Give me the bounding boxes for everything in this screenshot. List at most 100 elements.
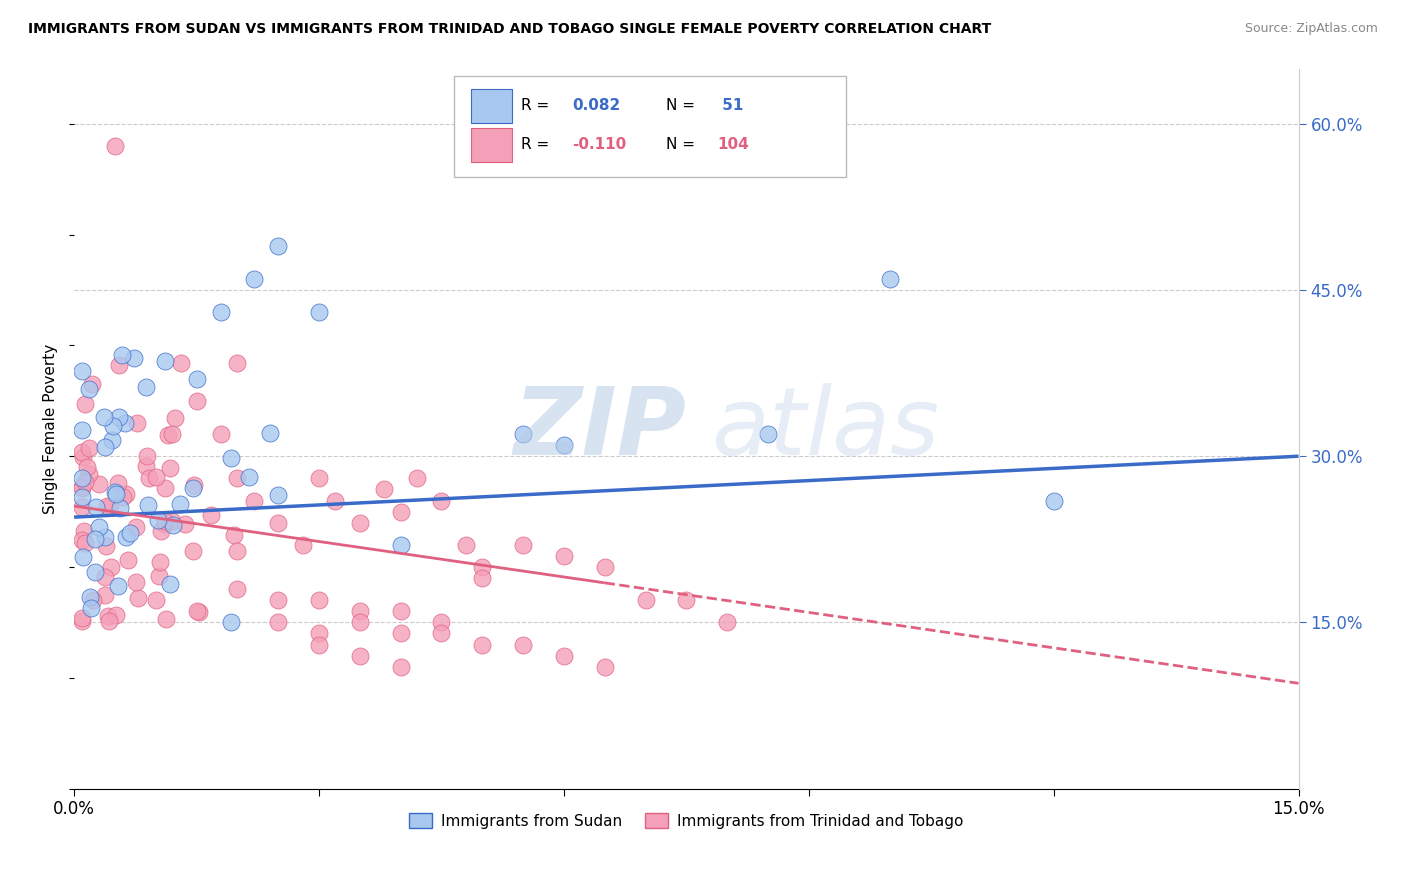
Point <box>72 550 94 565</box>
Point <box>72 364 94 378</box>
Point <box>124 575 146 590</box>
Point <box>430 493 453 508</box>
Point <box>111 490 134 504</box>
Point <box>160 427 183 442</box>
Point <box>72 490 94 504</box>
Point <box>163 411 186 425</box>
Point <box>267 593 290 607</box>
Point <box>135 380 157 394</box>
Point <box>879 272 901 286</box>
Point <box>181 544 204 558</box>
Point <box>135 459 157 474</box>
Point <box>117 553 139 567</box>
Point <box>72 500 94 514</box>
Point <box>159 461 181 475</box>
Text: -0.110: -0.110 <box>572 137 627 153</box>
Point <box>98 499 121 513</box>
Text: atlas: atlas <box>711 383 939 474</box>
Point <box>77 467 100 482</box>
Point <box>94 440 117 454</box>
Point <box>100 560 122 574</box>
Point <box>267 239 290 253</box>
Point <box>181 481 204 495</box>
Point <box>103 418 125 433</box>
Point <box>308 638 330 652</box>
Point <box>349 516 371 530</box>
FancyBboxPatch shape <box>471 88 512 123</box>
Point <box>125 416 148 430</box>
Point <box>84 532 107 546</box>
Point <box>115 487 138 501</box>
Point <box>89 477 111 491</box>
Point <box>97 609 120 624</box>
Point <box>72 444 94 458</box>
Point <box>259 426 281 441</box>
Point <box>108 501 131 516</box>
Point <box>148 568 170 582</box>
Point <box>225 544 247 558</box>
Point <box>72 470 94 484</box>
Point <box>73 475 96 490</box>
Text: IMMIGRANTS FROM SUDAN VS IMMIGRANTS FROM TRINIDAD AND TOBAGO SINGLE FEMALE POVER: IMMIGRANTS FROM SUDAN VS IMMIGRANTS FROM… <box>28 22 991 37</box>
Point <box>72 423 94 437</box>
Point <box>349 648 371 663</box>
Point <box>104 484 127 499</box>
Point <box>83 566 105 580</box>
Point <box>634 593 657 607</box>
Point <box>209 305 232 319</box>
Point <box>93 588 115 602</box>
Point <box>84 500 107 515</box>
Point <box>512 427 534 442</box>
Point <box>242 493 264 508</box>
Point <box>226 356 249 370</box>
Text: N =: N = <box>665 137 699 153</box>
Y-axis label: Single Female Poverty: Single Female Poverty <box>44 343 58 514</box>
Point <box>153 353 176 368</box>
Point <box>454 538 477 552</box>
Point <box>222 528 245 542</box>
Point <box>145 470 167 484</box>
Point <box>238 470 260 484</box>
Point <box>512 538 534 552</box>
Point <box>219 451 242 466</box>
Point <box>157 428 180 442</box>
Point <box>162 517 184 532</box>
Point <box>512 638 534 652</box>
Point <box>471 571 494 585</box>
Point <box>150 524 173 539</box>
Point <box>72 450 94 465</box>
Point <box>593 659 616 673</box>
Point <box>73 524 96 538</box>
Point <box>108 410 131 425</box>
Point <box>114 416 136 430</box>
Text: N =: N = <box>665 98 699 113</box>
Text: ZIP: ZIP <box>513 383 686 475</box>
Point <box>187 605 209 619</box>
Point <box>104 139 127 153</box>
Point <box>267 615 290 630</box>
Point <box>105 487 128 501</box>
Point <box>406 471 429 485</box>
Point <box>183 478 205 492</box>
Point <box>72 614 94 628</box>
Point <box>308 471 330 485</box>
Text: R =: R = <box>522 98 554 113</box>
Point <box>323 493 346 508</box>
Point <box>756 427 779 442</box>
Point <box>73 397 96 411</box>
Point <box>118 525 141 540</box>
FancyBboxPatch shape <box>454 76 845 177</box>
Point <box>72 533 94 548</box>
Point <box>308 593 330 607</box>
Point <box>430 615 453 630</box>
Point <box>73 536 96 550</box>
Point <box>100 434 122 448</box>
Point <box>219 615 242 629</box>
Point <box>107 579 129 593</box>
Point <box>127 591 149 605</box>
Point <box>389 538 412 552</box>
Point <box>72 480 94 494</box>
Point <box>93 409 115 424</box>
Point <box>79 590 101 604</box>
Point <box>72 482 94 496</box>
